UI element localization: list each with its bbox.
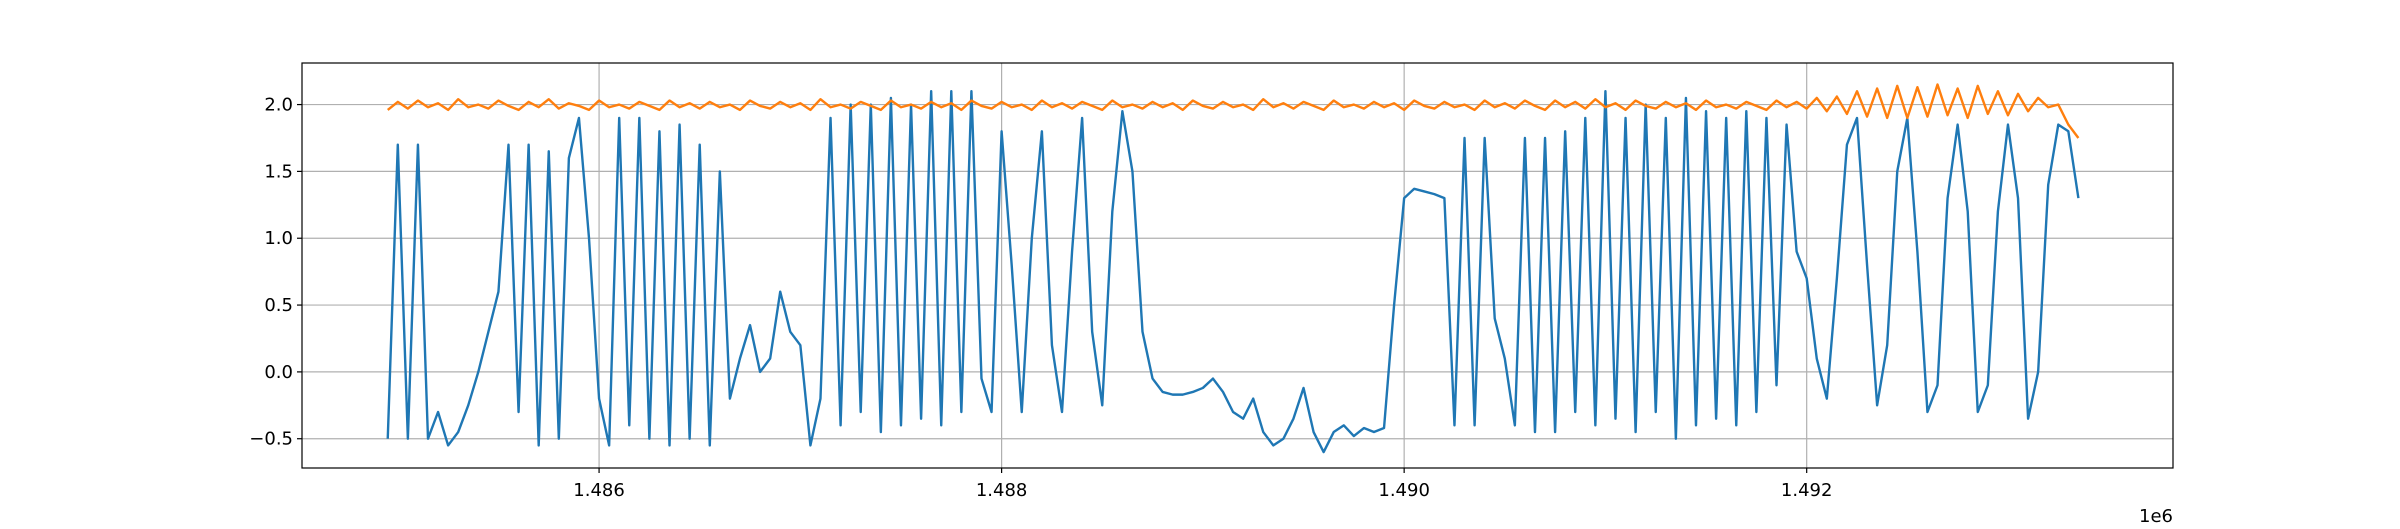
y-tick-label: 2.0 (264, 95, 293, 116)
y-tick-label: 1.5 (264, 161, 293, 182)
x-tick-label: 1.486 (573, 480, 625, 501)
y-tick-label: 0.0 (264, 362, 293, 383)
series-line (386, 90, 2080, 454)
series-line (386, 83, 2080, 139)
y-tick-label: 0.5 (264, 295, 293, 316)
axes-frame (301, 62, 2174, 469)
x-tick-label: 1.492 (1781, 480, 1833, 501)
x-offset-text: 1e6 (2139, 506, 2173, 525)
y-tick-label: −0.5 (249, 429, 293, 450)
x-tick-label: 1.490 (1378, 480, 1430, 501)
y-tick-label: 1.0 (264, 228, 293, 249)
x-tick-label: 1.488 (976, 480, 1028, 501)
